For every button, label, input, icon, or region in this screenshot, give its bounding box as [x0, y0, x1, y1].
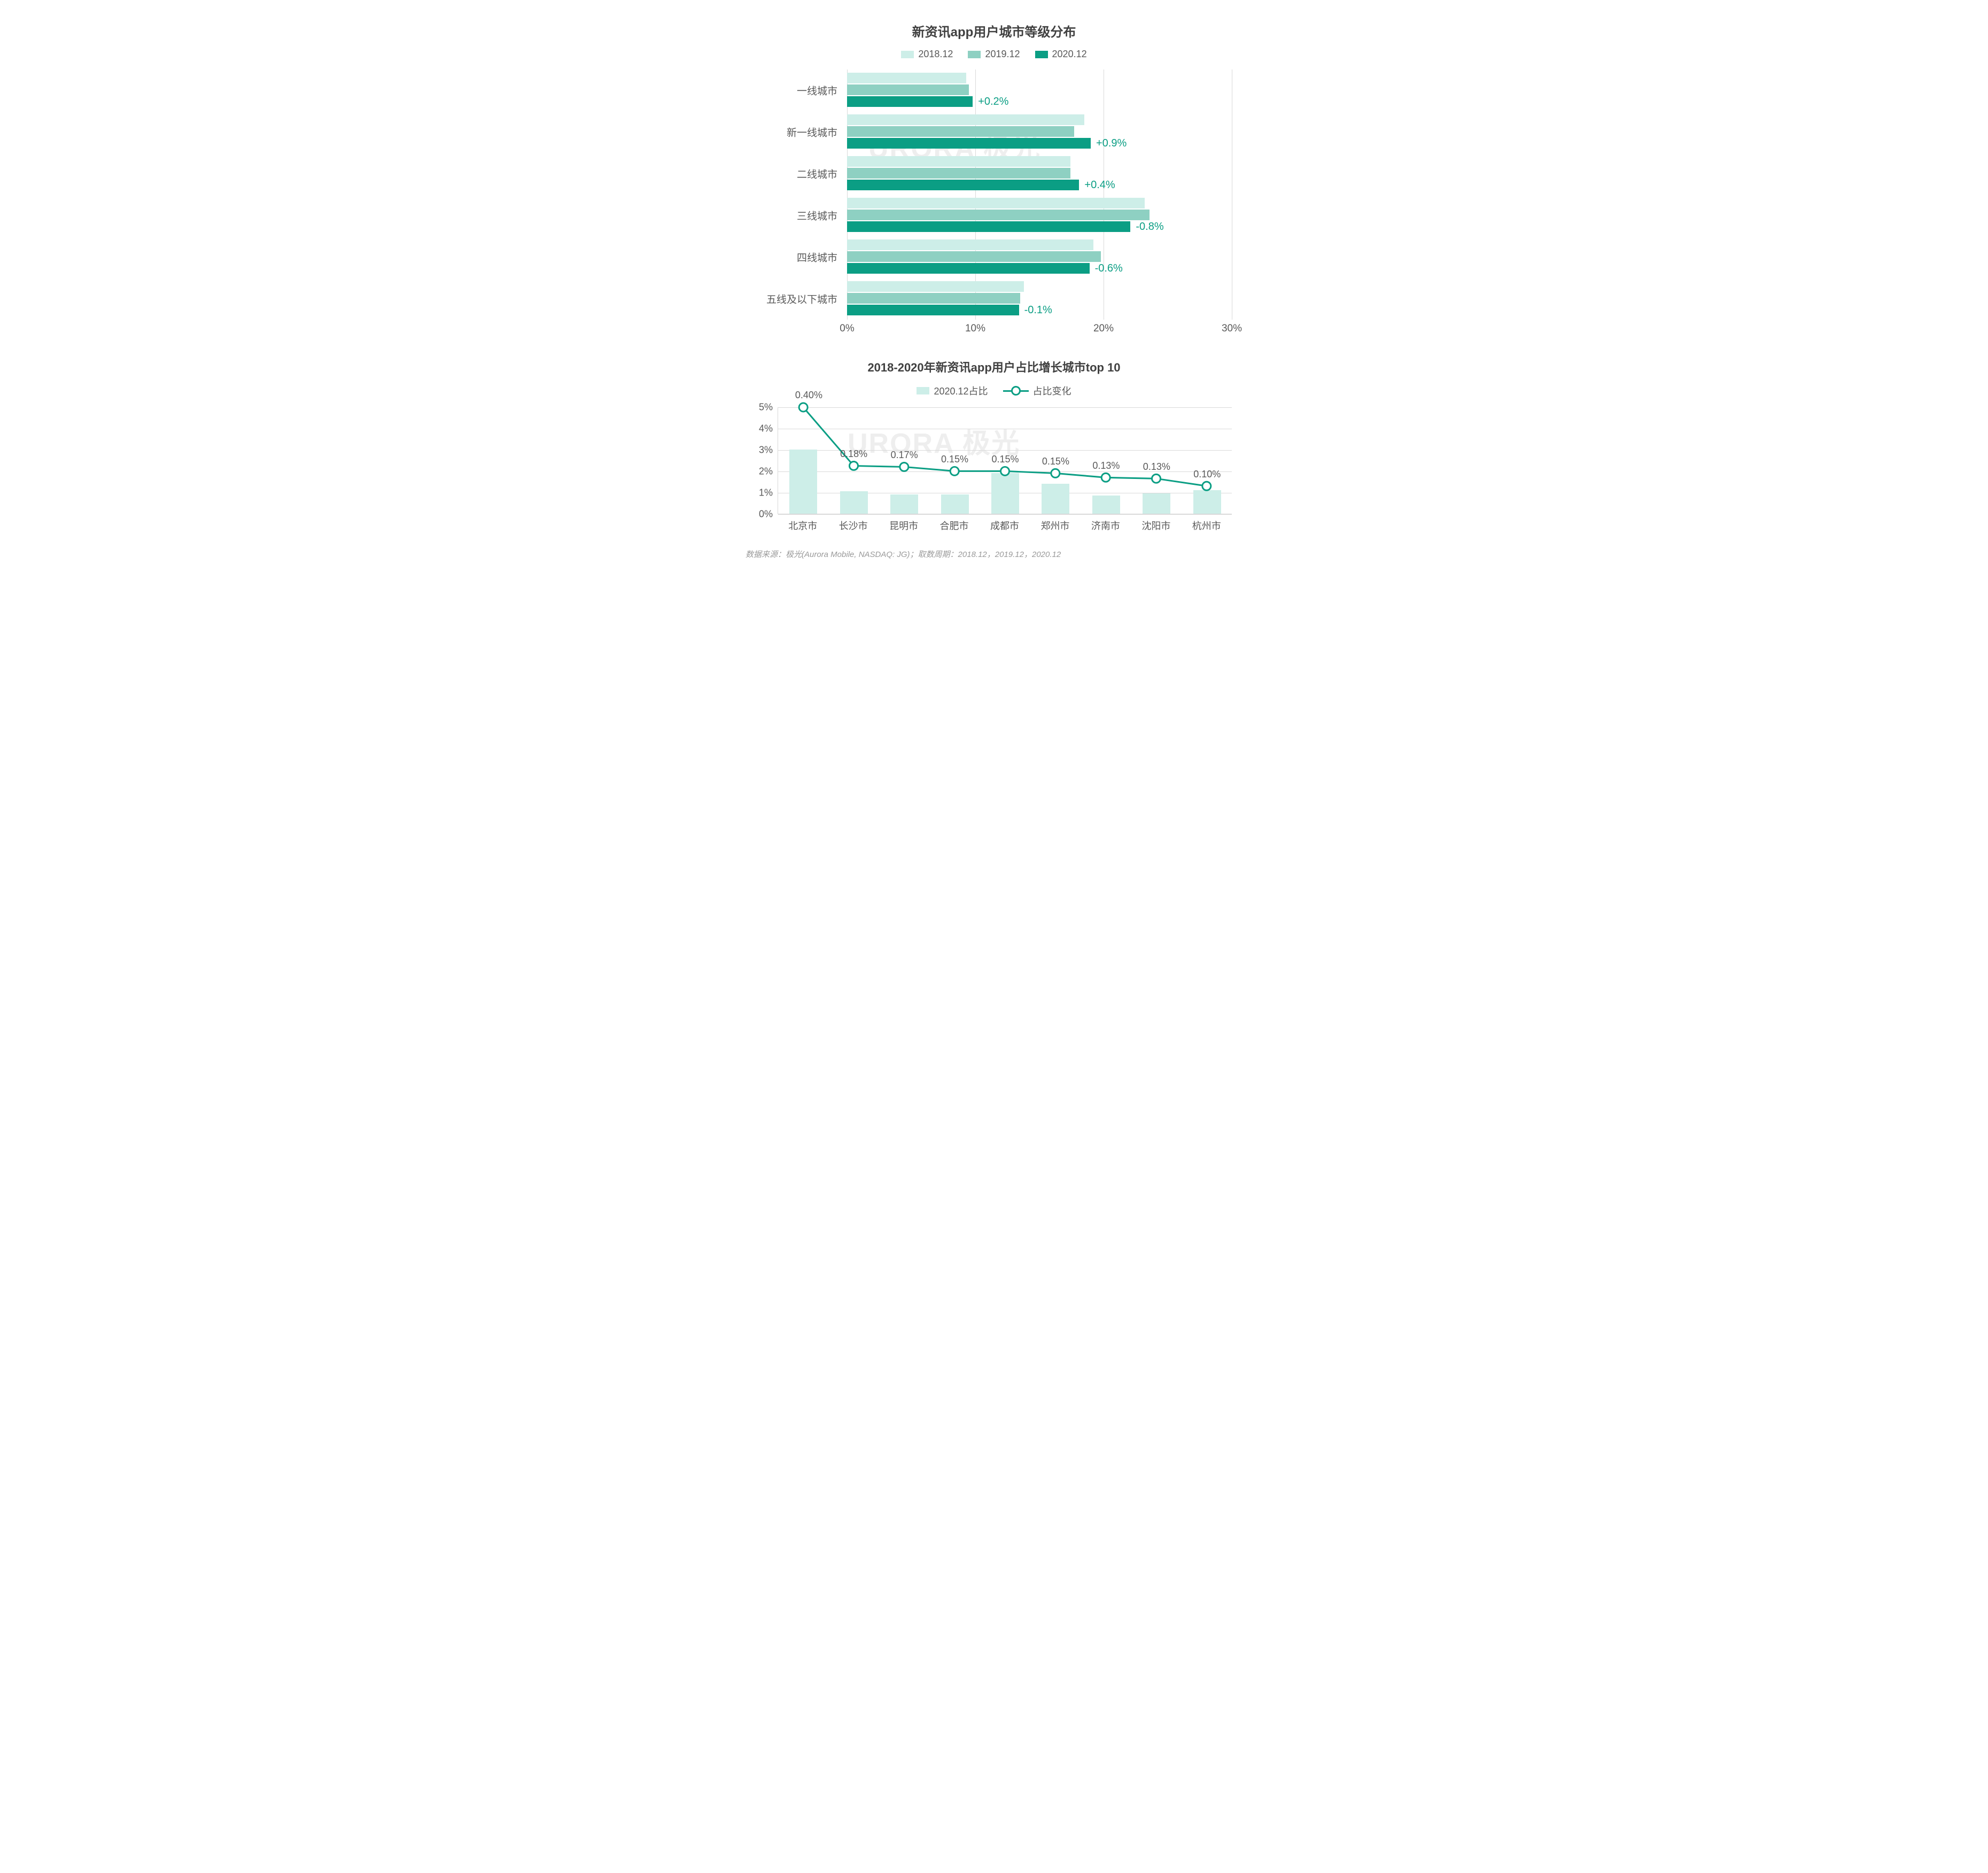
legend-swatch: [917, 387, 929, 394]
chart1-plot-wrapper: URORA 极光 一线城市+0.2%新一线城市+0.9%二线城市+0.4%三线城…: [847, 69, 1232, 339]
y-tick-label: 4%: [759, 423, 773, 435]
bar-group: 一线城市+0.2%: [847, 69, 1232, 111]
chart1-x-axis: 0%10%20%30%: [847, 323, 1232, 339]
bar: [847, 73, 966, 83]
chart2-title: 2018-2020年新资讯app用户占比增长城市top 10: [746, 358, 1242, 375]
data-label: 0.18%: [840, 448, 867, 460]
legend-swatch: [968, 51, 981, 58]
bar: [847, 168, 1070, 179]
bar: -0.1%: [847, 305, 1019, 315]
legend-label: 2019.12: [985, 49, 1020, 60]
legend-item: 2018.12: [901, 49, 953, 60]
data-label: 0.10%: [1193, 469, 1221, 480]
bar: +0.4%: [847, 180, 1079, 190]
bar: [847, 293, 1020, 304]
legend-label: 占比变化: [1033, 384, 1071, 398]
legend-item: 2020.12: [1035, 49, 1087, 60]
data-label: 0.15%: [1042, 456, 1069, 467]
category-label: 四线城市: [797, 250, 837, 265]
chart1-legend: 2018.12 2019.12 2020.12: [746, 49, 1242, 60]
chart1-title: 新资讯app用户城市等级分布: [746, 21, 1242, 40]
bar-group: 新一线城市+0.9%: [847, 111, 1232, 153]
data-label: 0.15%: [941, 454, 968, 465]
x-tick-label: 济南市: [1091, 518, 1120, 532]
legend-item: 2019.12: [968, 49, 1020, 60]
bar: [847, 251, 1101, 262]
chart2-plot-wrapper: URORA 极光 0%1%2%3%4%5%0.40%0.18%0.17%0.15…: [778, 407, 1232, 535]
bar: [847, 84, 969, 95]
bar: [847, 281, 1024, 292]
x-tick-label: 成都市: [990, 518, 1019, 532]
x-tick-label: 郑州市: [1040, 518, 1069, 532]
bar: [847, 126, 1074, 137]
chart2-plot: URORA 极光 0%1%2%3%4%5%0.40%0.18%0.17%0.15…: [778, 407, 1232, 514]
bar: -0.8%: [847, 221, 1130, 232]
bar: +0.2%: [847, 96, 973, 107]
x-tick-label: 合肥市: [940, 518, 969, 532]
x-tick-label: 10%: [965, 323, 985, 335]
bar: [847, 114, 1084, 125]
data-label: 0.40%: [795, 390, 822, 401]
y-tick-label: 2%: [759, 466, 773, 477]
bar: -0.6%: [847, 263, 1090, 274]
bar: +0.9%: [847, 138, 1091, 149]
bar: [847, 156, 1070, 167]
delta-label: +0.9%: [1096, 137, 1127, 150]
category-label: 新一线城市: [787, 125, 837, 140]
chart1-plot: URORA 极光 一线城市+0.2%新一线城市+0.9%二线城市+0.4%三线城…: [847, 69, 1232, 320]
x-tick-label: 长沙市: [839, 518, 868, 532]
legend-swatch: [901, 51, 914, 58]
delta-label: -0.1%: [1024, 304, 1052, 316]
category-label: 三线城市: [797, 208, 837, 223]
delta-label: -0.8%: [1136, 221, 1163, 233]
delta-label: +0.4%: [1084, 179, 1115, 191]
data-label: 0.17%: [891, 450, 918, 461]
bar-group: 五线及以下城市-0.1%: [847, 278, 1232, 320]
legend-line-swatch: [1003, 387, 1029, 394]
y-tick-label: 1%: [759, 487, 773, 499]
delta-label: -0.6%: [1095, 262, 1123, 275]
bar-group: 二线城市+0.4%: [847, 153, 1232, 195]
chart2-x-axis: 北京市 长沙市 昆明市 合肥市 成都市 郑州市 济南市 沈阳市 杭州市: [778, 518, 1232, 535]
category-label: 五线及以下城市: [766, 292, 837, 306]
gridline: [778, 514, 1232, 515]
bar-group: 四线城市-0.6%: [847, 236, 1232, 278]
legend-label: 2020.12占比: [934, 384, 988, 398]
x-tick-label: 0%: [840, 323, 854, 335]
chart1: 新资讯app用户城市等级分布 2018.122019.122020.12 URO…: [746, 21, 1242, 339]
footnote: 数据来源：极光(Aurora Mobile, NASDAQ: JG)；取数周期：…: [746, 548, 1242, 560]
data-label: 0.13%: [1092, 460, 1120, 471]
x-tick-label: 昆明市: [889, 518, 918, 532]
x-tick-label: 北京市: [788, 518, 817, 532]
legend-swatch: [1035, 51, 1048, 58]
legend-item: 占比变化: [1003, 384, 1071, 398]
y-tick-label: 5%: [759, 402, 773, 413]
bar: [847, 198, 1145, 208]
bar-group: 三线城市-0.8%: [847, 195, 1232, 236]
x-tick-label: 杭州市: [1192, 518, 1221, 532]
x-tick-label: 20%: [1093, 323, 1114, 335]
data-label: 0.15%: [991, 454, 1019, 465]
y-tick-label: 0%: [759, 509, 773, 520]
chart2: 2018-2020年新资讯app用户占比增长城市top 10 2020.12占比…: [746, 358, 1242, 535]
data-label: 0.13%: [1143, 461, 1170, 473]
y-tick-label: 3%: [759, 445, 773, 456]
category-label: 一线城市: [797, 83, 837, 98]
legend-item: 2020.12占比: [917, 384, 988, 398]
legend-label: 2018.12: [918, 49, 953, 60]
x-tick-label: 沈阳市: [1141, 518, 1170, 532]
bar: [847, 239, 1093, 250]
legend-label: 2020.12: [1052, 49, 1087, 60]
bar: [847, 210, 1150, 220]
delta-label: +0.2%: [978, 96, 1008, 108]
x-tick-label: 30%: [1222, 323, 1242, 335]
category-label: 二线城市: [797, 167, 837, 181]
